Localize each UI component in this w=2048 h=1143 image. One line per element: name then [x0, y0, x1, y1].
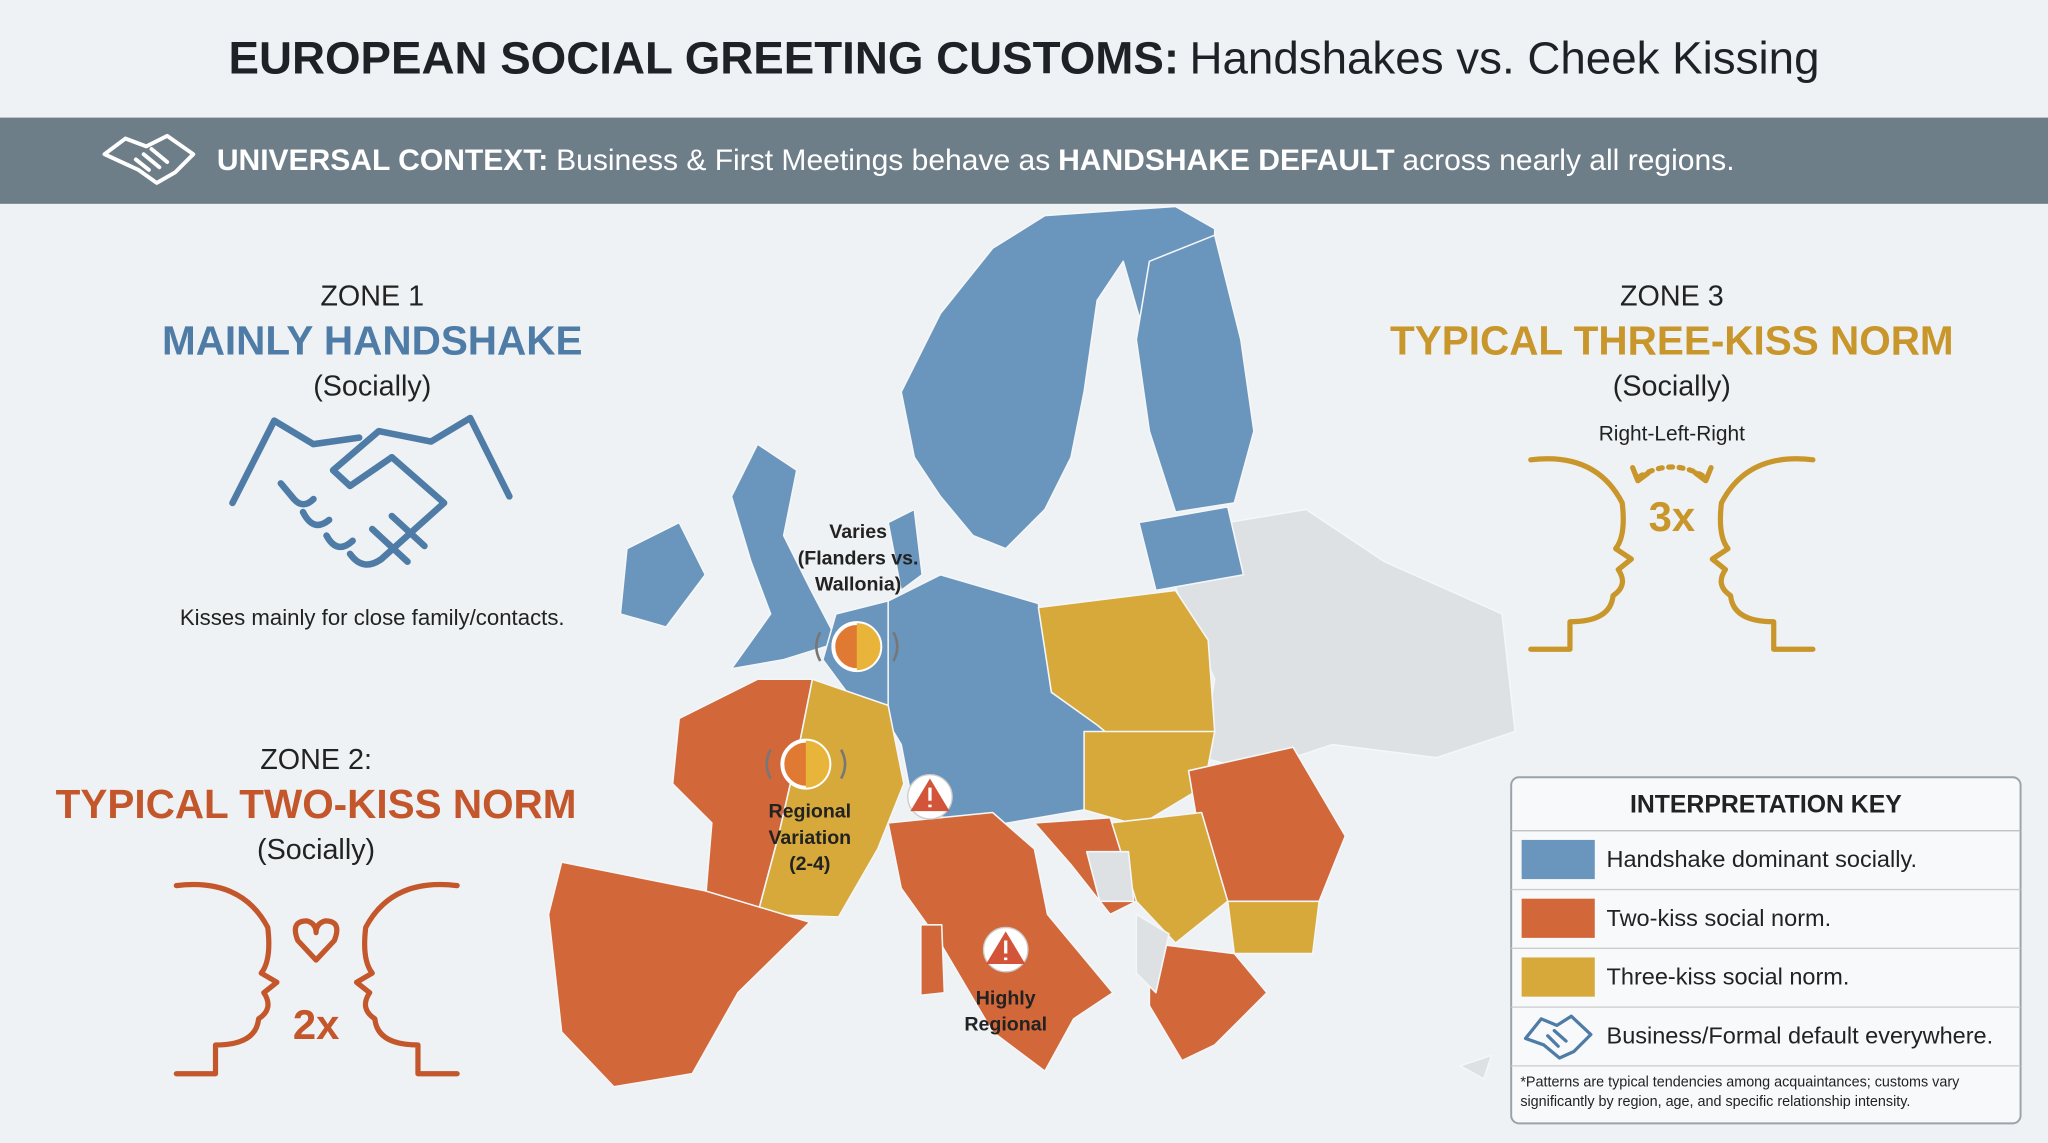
region-greece	[1148, 942, 1268, 1062]
legend-label: Two-kiss social norm.	[1607, 905, 1832, 931]
region-iberia	[547, 861, 811, 1088]
region-bulgaria	[1226, 900, 1320, 955]
icon-label: 3x	[1649, 493, 1695, 540]
handshake-icon	[229, 414, 513, 568]
callout-france: Regional Variation (2-4)	[765, 738, 851, 875]
callout-italy: Highly Regional	[964, 926, 1047, 1036]
warning-alps	[907, 773, 953, 820]
callout-text: Wallonia)	[815, 573, 901, 595]
callout-text: (2-4)	[789, 853, 830, 875]
title-bold: EUROPEAN SOCIAL GREETING CUSTOMS:	[228, 33, 1179, 84]
region-denmark	[887, 508, 923, 592]
legend-swatch	[1521, 839, 1595, 880]
zone-heading: TYPICAL THREE-KISS NORM	[1390, 317, 1954, 363]
region-bosnia	[1085, 850, 1135, 903]
faces-icon	[1528, 456, 1816, 652]
split-icon-half	[856, 623, 881, 671]
legend-label: Three-kiss social norm.	[1607, 964, 1850, 990]
callout-text: (Flanders vs.	[798, 547, 919, 569]
zone-qualifier: (Socially)	[313, 371, 431, 403]
callout-text: Variation	[768, 827, 851, 849]
banner-text: UNIVERSAL CONTEXT: Business & First Meeti…	[217, 144, 1735, 177]
zone-label: ZONE 3	[1620, 280, 1724, 312]
zone-1: ZONE 1 MAINLY HANDSHAKE (Socially) Kisse…	[162, 280, 582, 630]
region-sardinia	[920, 924, 946, 997]
legend-footnote: *Patterns are typical tendencies among a…	[1520, 1075, 1960, 1091]
legend-swatch	[1521, 957, 1595, 997]
region-scandinavia	[900, 205, 1216, 550]
callout-text: Regional	[964, 1014, 1047, 1036]
legend-title: INTERPRETATION KEY	[1630, 791, 1902, 818]
zone-label: ZONE 1	[320, 280, 424, 312]
faces-icon	[173, 882, 460, 1077]
banner-text-2: across nearly all regions.	[1402, 144, 1734, 177]
legend: INTERPRETATION KEY Handshake dominant so…	[1510, 776, 2022, 1125]
zone-note: Kisses mainly for close family/contacts.	[180, 605, 565, 630]
signal-marks	[765, 749, 847, 780]
region-albania	[1135, 913, 1170, 994]
region-baltics	[1138, 506, 1245, 592]
callout-text: Highly	[976, 987, 1036, 1009]
callout-text: Varies	[829, 521, 887, 543]
zone-label: ZONE 2:	[260, 744, 372, 776]
title: EUROPEAN SOCIAL GREETING CUSTOMS: Handsha…	[228, 33, 1819, 84]
banner-label: UNIVERSAL CONTEXT:	[217, 144, 548, 177]
region-hungary	[1083, 730, 1216, 827]
zone-2: ZONE 2: TYPICAL TWO-KISS NORM (Socially)…	[56, 744, 577, 1077]
legend-footnote: significantly by region, age, and specif…	[1520, 1094, 1910, 1110]
banner-icon	[102, 133, 196, 185]
zone-heading: TYPICAL TWO-KISS NORM	[56, 781, 577, 827]
legend-label: Handshake dominant socially.	[1607, 846, 1917, 872]
zone-qualifier: (Socially)	[1613, 371, 1731, 403]
banner-text-1: Business & First Meetings behave as	[556, 144, 1050, 177]
split-icon-half	[805, 740, 830, 788]
legend-box	[1510, 776, 2022, 1125]
zone-3: ZONE 3 TYPICAL THREE-KISS NORM (Socially…	[1390, 280, 1954, 652]
direction-label: Right-Left-Right	[1599, 423, 1745, 446]
zone-heading: MAINLY HANDSHAKE	[162, 317, 582, 363]
legend-handshake-icon	[1523, 1014, 1593, 1060]
legend-swatch	[1521, 898, 1595, 938]
callout-text: Regional	[768, 801, 851, 823]
signal-marks	[815, 631, 899, 662]
region-finland	[1135, 234, 1255, 513]
banner-emphasis: HANDSHAKE DEFAULT	[1058, 144, 1395, 177]
icon-label: 2x	[293, 1001, 339, 1048]
callout-belgium: Varies (Flanders vs. Wallonia)	[798, 521, 919, 673]
banner	[0, 117, 2048, 204]
region-cyprus	[1459, 1054, 1493, 1080]
zone-qualifier: (Socially)	[257, 834, 375, 866]
title-rest: Handshakes vs. Cheek Kissing	[1189, 33, 1819, 84]
legend-label: Business/Formal default everywhere.	[1607, 1022, 1994, 1048]
region-ireland	[619, 521, 707, 628]
